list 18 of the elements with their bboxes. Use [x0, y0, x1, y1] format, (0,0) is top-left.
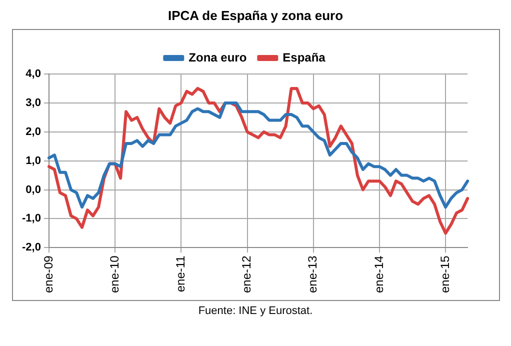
x-tick-label: ene-10 — [106, 255, 121, 294]
x-tick-label: ene-11 — [172, 255, 187, 292]
x-tick-label: ene-13 — [305, 255, 320, 294]
y-tick-label: 0,0 — [25, 184, 40, 196]
legend-label: España — [282, 50, 326, 64]
chart-title: IPCA de España y zona euro — [166, 8, 344, 23]
legend-label: Zona euro — [188, 50, 246, 64]
y-tick-label: -2,0 — [21, 242, 40, 254]
y-tick-label: -1,0 — [21, 212, 40, 225]
x-tick-label: ene-12 — [239, 255, 254, 294]
y-tick-label: 4,0 — [25, 68, 40, 80]
x-tick-label: ene-09 — [40, 255, 55, 294]
source-note: Fuente: INE y Eurostat. — [197, 305, 314, 317]
y-tick-label: 1,0 — [25, 154, 40, 167]
y-tick-label: 3,0 — [25, 96, 40, 109]
x-tick-label: ene-14 — [371, 255, 386, 294]
y-tick-label: 2,0 — [25, 126, 40, 138]
x-tick-label: ene-15 — [437, 255, 452, 294]
